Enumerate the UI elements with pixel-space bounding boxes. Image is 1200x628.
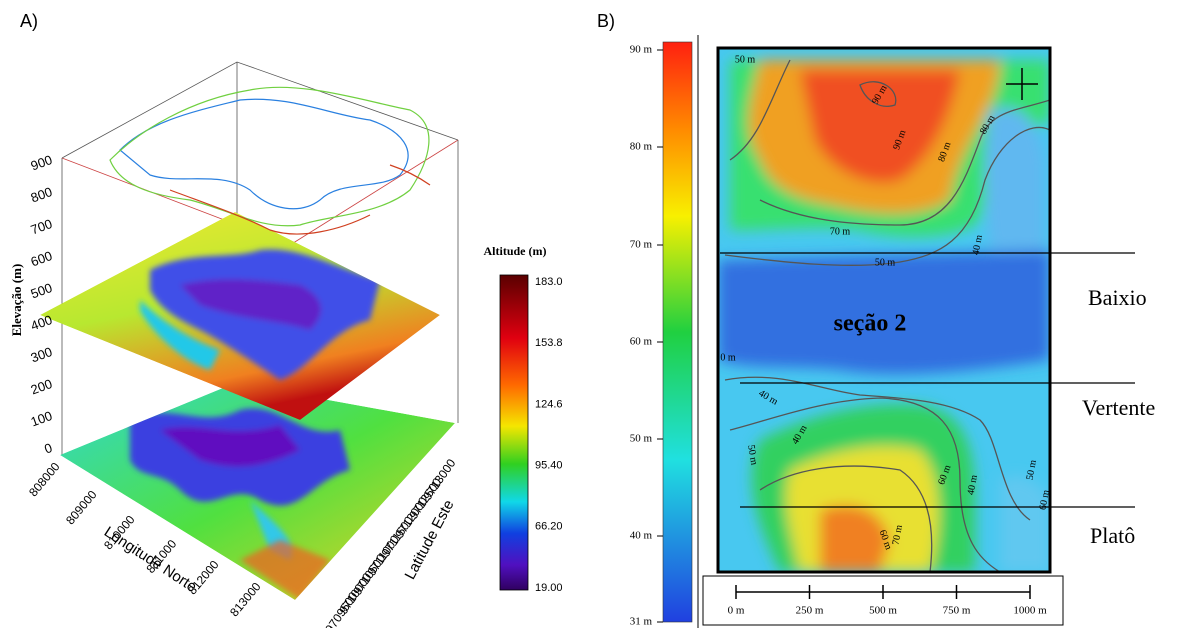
colorbar-tick-label: 153.8 — [535, 337, 563, 349]
z-tick-label: 900 — [29, 152, 55, 174]
z-tick-label: 400 — [29, 312, 55, 334]
x-tick-label: 809000 — [63, 487, 100, 527]
y-tick-label: 9709500 — [322, 589, 360, 628]
contour-label: 50 m — [745, 444, 759, 466]
section-title: seção 2 — [834, 311, 907, 337]
colorbar-tick-label: 70 m — [630, 239, 653, 251]
scale-label: 1000 m — [1013, 605, 1047, 617]
zone-label: Platô — [1090, 523, 1135, 548]
contour-label: 50 m — [875, 257, 896, 268]
colorbar-tick-label: 80 m — [630, 141, 653, 153]
middle-surface — [40, 212, 440, 420]
z-tick-label: 500 — [29, 280, 55, 302]
colorbar-tick-label: 31 m — [630, 616, 653, 628]
colorbar-tick-label: 124.6 — [535, 398, 563, 410]
colorbar-title: Altitude (m) — [484, 244, 547, 258]
bottom-surface — [60, 383, 455, 600]
z-tick-label: 200 — [29, 376, 55, 398]
contour-map — [718, 48, 1050, 572]
scale-label: 500 m — [869, 605, 897, 617]
x-tick-label: 808000 — [26, 459, 63, 499]
colorbar-tick-label: 183.0 — [535, 276, 563, 288]
colorbar — [662, 41, 693, 623]
colorbar-tick-label: 95.40 — [535, 460, 563, 472]
north-arrow — [1006, 68, 1038, 100]
scale-label: 250 m — [796, 605, 824, 617]
colorbar-tick-label: 66.20 — [535, 521, 563, 533]
colorbar-tick-label: 90 m — [630, 44, 653, 56]
x-tick-label: 813000 — [227, 579, 264, 619]
map-frame — [716, 46, 1052, 574]
contour-label: 50 m — [735, 54, 756, 65]
z-tick-label: 300 — [29, 344, 55, 366]
box-edge — [61, 61, 459, 159]
axis-title: Elevação (m) — [9, 264, 24, 337]
top-contours — [109, 86, 431, 235]
colorbar-tick-label: 40 m — [630, 530, 653, 542]
colorbar — [499, 274, 529, 591]
z-tick-label: 600 — [29, 248, 55, 270]
z-tick-label: 100 — [29, 408, 55, 430]
scale-bar-box — [702, 575, 1064, 626]
zone-label: Vertente — [1082, 395, 1155, 420]
axis-title: Longitude Norte — [101, 523, 200, 595]
scale-label: 0 m — [728, 605, 745, 617]
colorbar-tick-label: 19.00 — [535, 582, 563, 594]
contour-label: 40 m — [966, 474, 980, 496]
contour-label: 50 m — [1025, 459, 1039, 481]
scale-label: 750 m — [943, 605, 971, 617]
contour-label: 60 m — [1038, 489, 1052, 511]
colorbar-tick-label: 60 m — [630, 336, 653, 348]
z-tick-label: 700 — [29, 216, 55, 238]
panel-label: B) — [597, 11, 615, 31]
zone-label: Baixio — [1088, 285, 1147, 310]
contour-label: 40 m — [971, 234, 985, 256]
contour-label: 70 m — [891, 524, 905, 546]
panel-label: A) — [20, 11, 38, 31]
colorbar-tick-label: 50 m — [630, 433, 653, 445]
z-tick-label: 0 — [42, 440, 54, 457]
contour-label: 0 m — [720, 352, 736, 363]
section-lines — [720, 252, 1135, 508]
z-tick-label: 800 — [29, 184, 55, 206]
contour-label: 70 m — [830, 226, 851, 237]
